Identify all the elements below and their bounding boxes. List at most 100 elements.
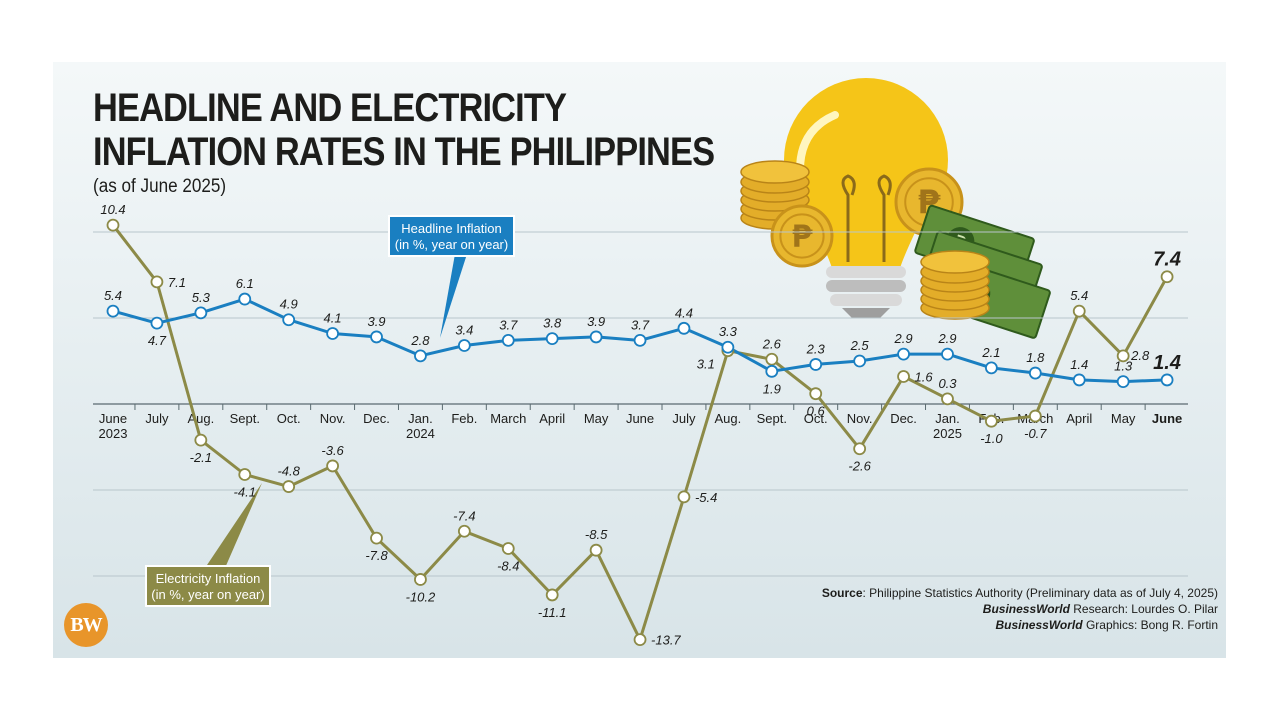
electricity-data-point: [985, 414, 998, 428]
x-tick-label: June: [626, 411, 654, 426]
electricity-data-label: -13.7: [651, 633, 681, 648]
headline-data-label: 3.7: [631, 317, 650, 332]
gridlines: [93, 231, 1188, 577]
illustration: ₱₱₱₱₱: [740, 78, 1051, 339]
electricity-data-point: [1072, 304, 1086, 318]
headline-data-label: 4.1: [324, 310, 342, 325]
graphics-label: BusinessWorld: [995, 618, 1083, 632]
x-tick-label: Nov.: [847, 411, 873, 426]
callout-box: [145, 565, 271, 607]
electricity-data-label: -11.1: [538, 605, 567, 620]
chart-title-line1: HEADLINE AND ELECTRICITY: [93, 86, 567, 130]
headline-data-point: [897, 347, 910, 361]
electricity-data-label: -7.8: [365, 548, 388, 563]
headline-data-point: [501, 333, 515, 347]
svg-text:₱: ₱: [792, 220, 813, 255]
electricity-data-point: [941, 392, 954, 406]
x-tick-label: Dec.: [890, 411, 917, 426]
headline-data-point: [370, 330, 383, 344]
peso-coin-stack-right: [920, 250, 990, 320]
source-text: : Philippine Statistics Authority (Preli…: [862, 586, 1219, 600]
headline-data-point: [150, 316, 164, 330]
electricity-data-point: [457, 524, 471, 538]
electricity-data-point: [1116, 349, 1130, 363]
x-tick-label: Oct.: [277, 411, 301, 426]
research-credit: BusinessWorld Research: Lourdes O. Pilar: [822, 601, 1218, 617]
headline-data-point: [809, 358, 823, 371]
x-tick-label: July: [672, 411, 696, 426]
headline-data-label: 5.4: [104, 288, 122, 303]
electricity-data-label: -2.1: [190, 450, 212, 465]
electricity-data-label: 3.1: [697, 357, 715, 372]
x-tick-label: March: [490, 411, 526, 426]
headline-data-label: 3.7: [499, 317, 518, 332]
electricity-data-label: 10.4: [100, 202, 125, 217]
headline-data-point: [326, 327, 340, 340]
headline-data-point: [1072, 373, 1086, 387]
electricity-data-label: -3.6: [321, 443, 344, 458]
headline-data-label: 2.5: [850, 338, 870, 353]
source-credit: Source: Philippine Statistics Authority …: [822, 585, 1218, 601]
headline-data-label: 1.4: [1070, 357, 1088, 372]
data-labels: 5.4 4.7 5.3 6.1 4.9 4.1 3.9 2.8 3.4 3.7 3.8 3.9 3.7 4…: [100, 202, 1181, 648]
headline-data-label: 1.3: [1114, 359, 1133, 374]
electricity-legend-callout: Electricity Inflation(in %, year on year…: [145, 483, 271, 607]
electricity-data-point: [282, 480, 296, 493]
electricity-data-label: -4.1: [234, 485, 256, 500]
headline-data-label: 3.9: [587, 314, 605, 329]
electricity-data-label: 1.6: [915, 369, 934, 384]
x-tick-label: Aug.: [187, 411, 214, 426]
headline-data-label: 4.7: [148, 333, 167, 348]
callout-pointer: [440, 254, 467, 338]
electricity-data-label: -8.4: [497, 558, 519, 573]
headline-data-point: [589, 330, 603, 344]
headline-data-point: [1116, 375, 1130, 389]
electricity-data-point: [897, 370, 910, 383]
electricity-data-label: -5.4: [695, 490, 717, 505]
electricity-data-point: [765, 352, 779, 366]
graphics-text: Graphics: Bong R. Fortin: [1082, 618, 1218, 632]
headline-data-point: [238, 292, 252, 306]
electricity-data-label: -7.4: [453, 508, 475, 523]
x-tick-label: April: [539, 411, 565, 426]
headline-data-label: 1.8: [1026, 350, 1045, 365]
electricity-data-label: 0.6: [807, 404, 826, 419]
headline-legend-callout: Headline Inflation(in %, year on year): [388, 215, 515, 338]
x-tick-label: Jan. 2025: [933, 411, 962, 441]
electricity-data-point: [370, 531, 383, 545]
headline-data-label: 2.9: [937, 331, 956, 346]
headline-data-point: [194, 306, 208, 320]
headline-data-point: [985, 361, 998, 375]
headline-data-point: [853, 354, 867, 368]
headline-data-point: [282, 313, 296, 327]
callout-pointer: [205, 483, 262, 568]
research-label: BusinessWorld: [982, 602, 1070, 616]
electricity-data-label: -1.0: [980, 431, 1003, 446]
headline-data-label: 1.4: [1153, 352, 1181, 374]
x-tick-label: Sept.: [230, 411, 260, 426]
electricity-data-point: [106, 218, 120, 232]
electricity-data-point: [809, 387, 823, 401]
electricity-data-label: 2.8: [1130, 348, 1150, 363]
headline-data-point: [414, 349, 427, 363]
x-tick-label: Feb.: [451, 411, 477, 426]
headline-data-point: [1160, 373, 1174, 387]
headline-data-label: 5.3: [192, 290, 211, 305]
infographic-panel: [53, 62, 1226, 658]
headline-data-point: [765, 364, 779, 378]
electricity-data-point: [853, 442, 867, 456]
electricity-data-point: [677, 490, 691, 504]
headline-data-label: 3.8: [543, 316, 562, 331]
series-callouts: Headline Inflation(in %, year on year) El…: [145, 215, 515, 607]
x-tick-label: May: [1111, 411, 1136, 426]
chart-title-line2: INFLATION RATES IN THE PHILIPPINES: [93, 130, 715, 174]
electricity-data-label: 2.6: [762, 336, 782, 351]
electricity-data-point: [1160, 270, 1174, 284]
peso-coin-icon: ₱: [770, 204, 834, 268]
electricity-data-point: [589, 543, 603, 557]
headline-data-point: [721, 340, 735, 354]
headline-data-point: [457, 339, 471, 352]
electricity-data-point: [501, 542, 515, 555]
x-tick-label: Jan. 2024: [406, 411, 435, 441]
electricity-data-point: [194, 433, 208, 447]
